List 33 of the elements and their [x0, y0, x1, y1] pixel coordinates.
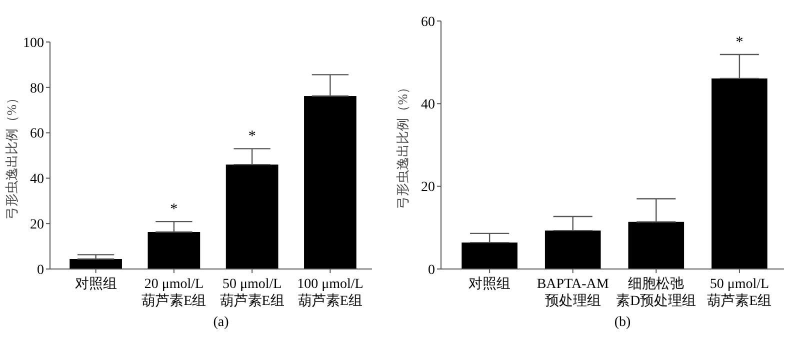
bar [304, 96, 356, 269]
y-tick-label: 20 [30, 218, 44, 232]
x-tick-label: 细胞松弛素D预处理组 [616, 276, 696, 309]
annotation: * [736, 34, 744, 50]
x-tick-label: 50 μmol/L 葫芦素E组 [220, 277, 284, 309]
bar [544, 230, 601, 269]
y-tick-label: 40 [30, 172, 44, 188]
x-tick-label: BAPTA-AM 预处理组 [536, 277, 610, 309]
y-tick-label: 60 [30, 126, 44, 142]
y-tick-label: 80 [30, 81, 44, 96]
x-tick-label: 对照组 [74, 276, 117, 292]
annotation: * [248, 128, 256, 145]
x-axis-title: (b) [614, 315, 631, 330]
y-tick-label: 40 [421, 98, 435, 113]
y-axis-title: 弓形虫逸出比例（%） [395, 81, 410, 209]
bar [628, 222, 684, 269]
y-tick-label: 60 [421, 14, 435, 30]
x-tick-label: 100 μmol/L 葫芦素E组 [297, 277, 364, 309]
bar [148, 232, 200, 269]
y-tick-label: 20 [421, 180, 435, 196]
y-tick-label: 100 [23, 36, 44, 51]
bar [712, 78, 768, 269]
x-axis-title: (a) [213, 315, 230, 330]
y-tick-label: 0 [428, 262, 435, 278]
annotation: * [170, 202, 178, 218]
bar [70, 259, 122, 269]
x-tick-label: 20 μmol/L 葫芦素E组 [142, 277, 206, 309]
y-tick-label: 0 [37, 262, 44, 278]
bar [462, 242, 518, 269]
x-tick-label: 对照组 [468, 276, 511, 292]
bar [226, 164, 278, 269]
y-axis-title: 弓形虫逸出比例（%） [4, 92, 19, 220]
x-tick-label: 50 μmol/L 葫芦素E组 [707, 277, 772, 309]
